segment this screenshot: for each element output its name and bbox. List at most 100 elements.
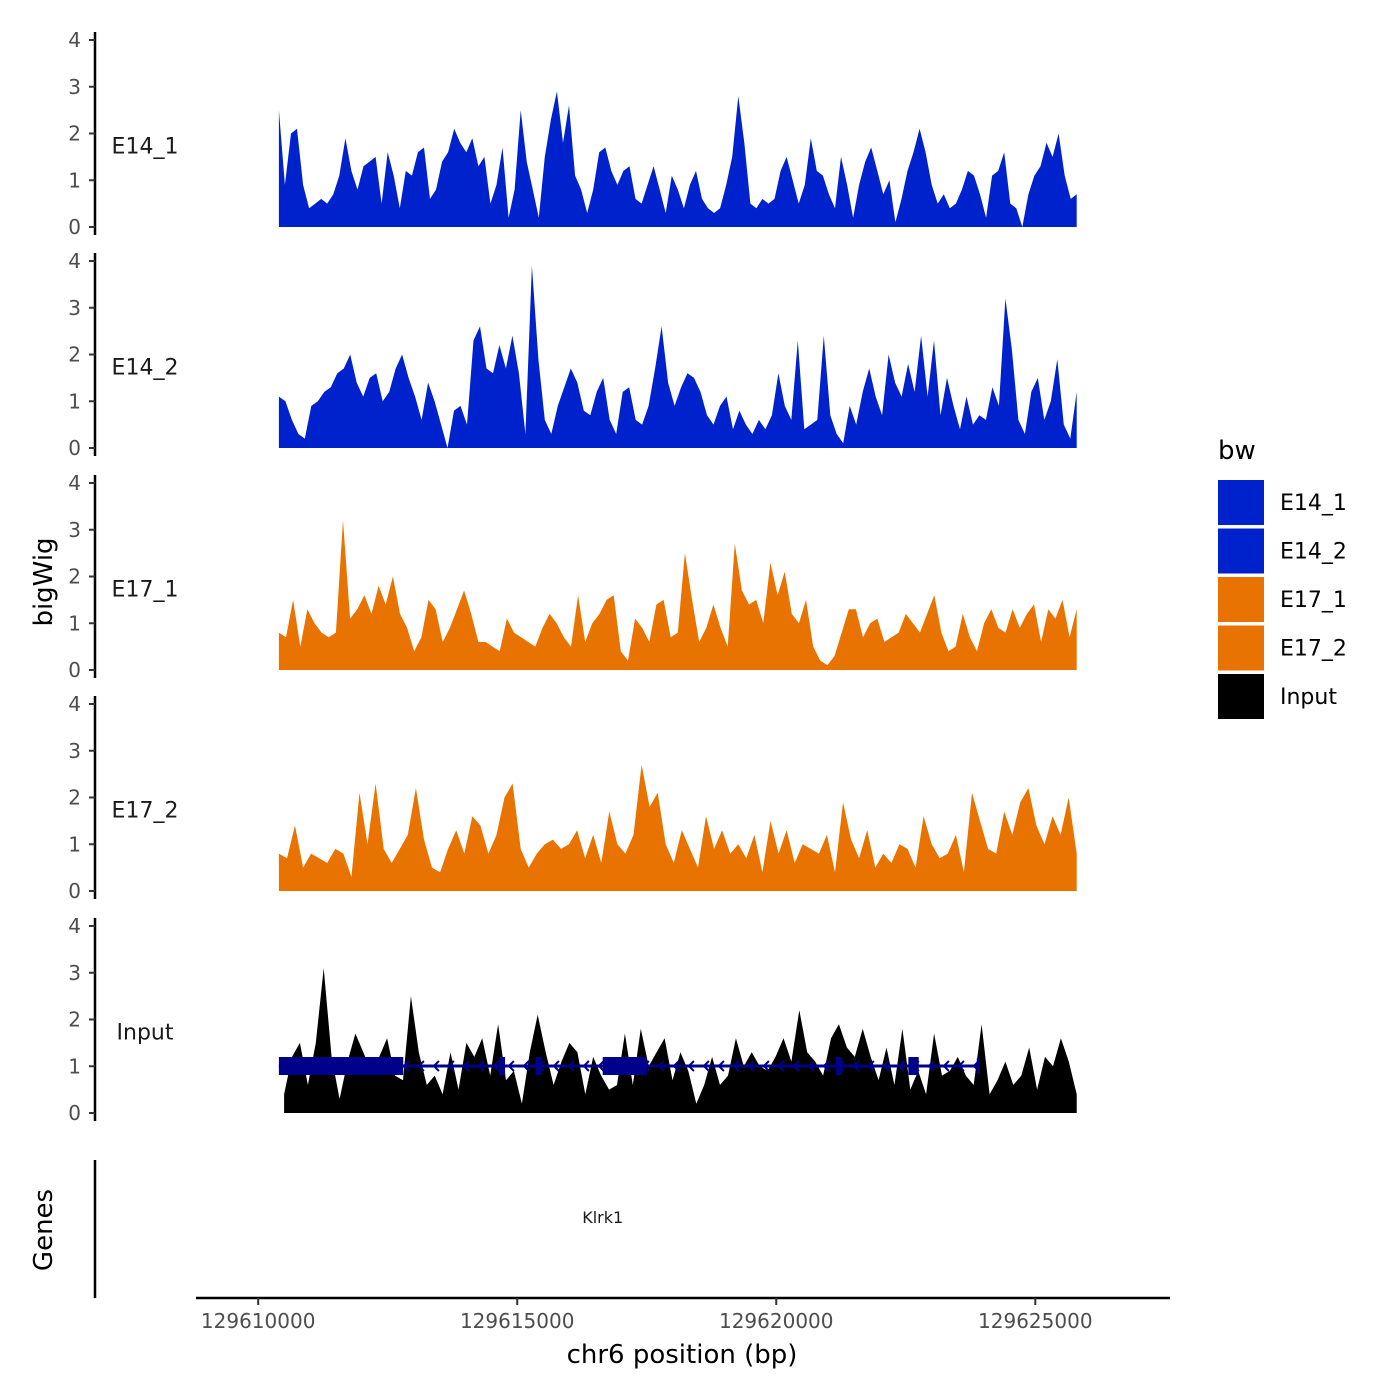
y-tick-label-E14_2-2: 2: [68, 343, 81, 367]
y-tick-label-Input-4: 4: [68, 914, 81, 938]
y-tick-label-E14_2-4: 4: [68, 249, 81, 273]
y-tick-label-E14_1-2: 2: [68, 122, 81, 146]
track-E17_2: 0 1 2 3 4 E17_2: [68, 692, 1077, 903]
legend-label-E14_2: E14_2: [1280, 540, 1347, 565]
gene-exon-1: [278, 1057, 404, 1075]
gene-strand-arrow: [687, 1060, 695, 1072]
x-axis: 129610000 129615000 129620000 129625000: [196, 1296, 1170, 1333]
y-tick-label-E17_2-0: 0: [68, 879, 81, 903]
x-tick-label-129610000: 129610000: [201, 1309, 316, 1333]
track-label-Input: Input: [117, 1021, 174, 1046]
gene-strand-arrow: [402, 1060, 410, 1072]
legend-label-E17_1: E17_1: [1280, 588, 1347, 613]
x-tick-label-129625000: 129625000: [978, 1309, 1093, 1333]
y-tick-label-Input-0: 0: [68, 1101, 81, 1125]
y-tick-label-E14_1-4: 4: [68, 28, 81, 52]
gene-strand-arrow: [897, 1060, 905, 1072]
legend-label-Input: Input: [1280, 685, 1337, 710]
track-E14_2: 0 1 2 3 4 E14_2: [68, 249, 1077, 460]
y-tick-label-E17_1-0: 0: [68, 658, 81, 682]
track-label-E17_1: E17_1: [112, 578, 179, 603]
gene-strand-arrow: [477, 1060, 485, 1072]
gene-strand-arrow: [597, 1060, 605, 1072]
area-E17_1: [278, 520, 1077, 670]
legend-label-E14_1: E14_1: [1280, 491, 1347, 516]
gene-exon-2: [499, 1057, 506, 1075]
gene-strand-arrow: [717, 1060, 725, 1072]
track-E17_1: 0 1 2 3 4 E17_1: [68, 471, 1077, 682]
y-tick-label-E17_2-3: 3: [68, 739, 81, 763]
gene-exon-5: [835, 1057, 842, 1075]
track-label-E14_1: E14_1: [112, 135, 179, 160]
gene-strand-arrow: [747, 1060, 755, 1072]
area-Input: [284, 968, 1077, 1113]
y-tick-label-E17_2-1: 1: [68, 832, 81, 856]
gene-strand-arrow: [552, 1060, 560, 1072]
genes-axis-title: Genes: [29, 1189, 59, 1271]
x-axis-title: chr6 position (bp): [567, 1340, 798, 1370]
y-tick-label-E14_2-1: 1: [68, 389, 81, 413]
gene-strand-arrow: [447, 1060, 455, 1072]
gene-strand-arrow: [762, 1060, 770, 1072]
track-Input: 0 1 2 3 4 Input: [68, 914, 1077, 1125]
gene-strand-arrow: [867, 1060, 875, 1072]
gene-strand-arrow: [492, 1060, 500, 1072]
area-E17_2: [278, 764, 1077, 891]
gene-strand-arrow: [507, 1060, 515, 1072]
y-tick-label-E14_1-3: 3: [68, 75, 81, 99]
gene-strand-arrow: [942, 1060, 950, 1072]
gene-strand-arrow: [432, 1060, 440, 1072]
gene-exon-3: [535, 1057, 542, 1075]
legend-swatch-E17_2: [1218, 625, 1264, 671]
gene-strand-arrow: [702, 1060, 710, 1072]
x-tick-label-129620000: 129620000: [719, 1309, 834, 1333]
gene-strand-arrow: [567, 1060, 575, 1072]
gene-strand-arrow: [672, 1060, 680, 1072]
gene-strand-arrow: [417, 1060, 425, 1072]
y-tick-label-E17_1-1: 1: [68, 611, 81, 635]
gene-strand-arrow: [957, 1060, 965, 1072]
y-tick-label-Input-3: 3: [68, 961, 81, 985]
signal-tracks: 0 1 2 3 4 E14_1 0 1 2 3 4 E14_2 0 1 2 3 4 E17_1 0 1 2 3 4 E17_2…: [68, 28, 1077, 1125]
y-tick-label-E14_1-1: 1: [68, 168, 81, 192]
gene-strand-arrow: [882, 1060, 890, 1072]
legend-title: bw: [1218, 436, 1256, 466]
y-tick-label-Input-2: 2: [68, 1008, 81, 1032]
gene-strand-arrow: [777, 1060, 785, 1072]
y-tick-label-E14_2-0: 0: [68, 436, 81, 460]
y-tick-label-E17_1-2: 2: [68, 565, 81, 589]
y-tick-label-E14_1-0: 0: [68, 215, 81, 239]
gene-strand-arrow: [462, 1060, 470, 1072]
gene-strand-arrow: [792, 1060, 800, 1072]
gene-label: Klrk1: [582, 1208, 623, 1227]
legend-swatch-Input: [1218, 674, 1264, 719]
gene-strand-arrow: [972, 1060, 980, 1072]
track-label-E14_2: E14_2: [112, 356, 179, 381]
y-tick-label-Input-1: 1: [68, 1054, 81, 1078]
track-E14_1: 0 1 2 3 4 E14_1: [68, 28, 1077, 239]
y-tick-label-E17_2-2: 2: [68, 786, 81, 810]
legend-label-E17_2: E17_2: [1280, 637, 1347, 662]
y-axis-title: bigWig: [29, 537, 59, 626]
gene-exon-6: [908, 1057, 919, 1075]
gene-strand-arrow: [522, 1060, 530, 1072]
gene-strand-arrow: [582, 1060, 590, 1072]
area-E14_2: [278, 265, 1077, 448]
gene-exon-4: [602, 1057, 647, 1075]
gene-strand-arrow: [732, 1060, 740, 1072]
y-tick-label-E17_2-4: 4: [68, 692, 81, 716]
legend-swatch-E14_2: [1218, 528, 1264, 574]
legend-swatch-E14_1: [1218, 480, 1264, 525]
y-tick-label-E17_1-3: 3: [68, 518, 81, 542]
x-tick-label-129615000: 129615000: [460, 1309, 575, 1333]
gene-strand-arrow: [852, 1060, 860, 1072]
gene-strand-arrow: [657, 1060, 665, 1072]
y-tick-label-E17_1-4: 4: [68, 471, 81, 495]
track-label-E17_2: E17_2: [112, 799, 179, 824]
gene-strand-arrow: [927, 1060, 935, 1072]
legend-swatch-E17_1: [1218, 577, 1264, 622]
genes-panel: Klrk1: [93, 1057, 980, 1298]
legend: bw E14_1 E14_2 E17_1 E17_2 Input: [1218, 436, 1347, 719]
gene-strand-arrow: [807, 1060, 815, 1072]
